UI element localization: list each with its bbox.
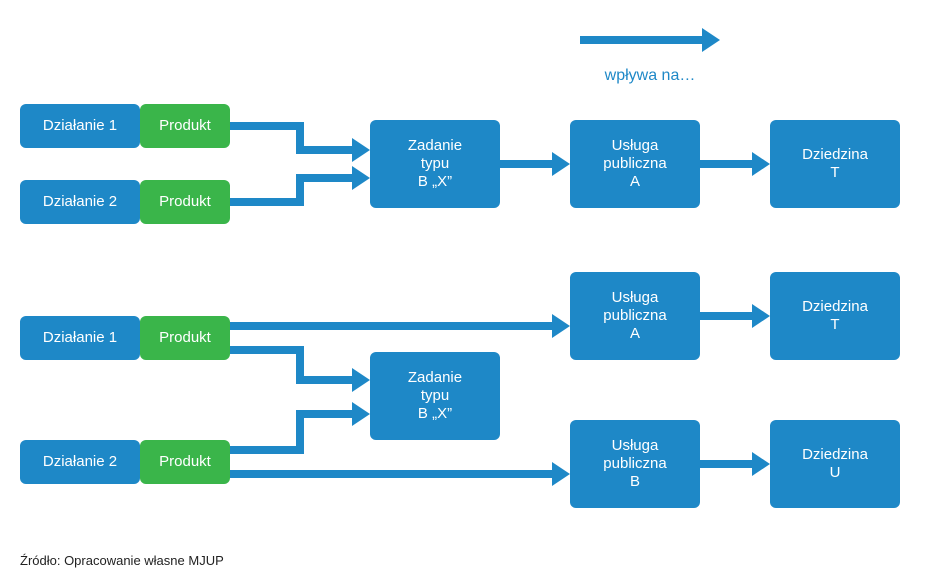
diagram-canvas: Działanie 1 Produkt Działanie 2 Produkt Zada… (0, 0, 949, 586)
svg-text:Działanie 1: Działanie 1 (43, 329, 117, 346)
svg-text:B „X”: B „X” (418, 405, 452, 422)
svg-text:A: A (630, 173, 640, 190)
svg-text:Usługa: Usługa (612, 437, 659, 454)
svg-text:Usługa: Usługa (612, 289, 659, 306)
node-d2b: Działanie 2 (20, 440, 140, 484)
source-citation: Źródło: Opracowanie własne MJUP (20, 553, 224, 568)
svg-text:T: T (830, 316, 839, 333)
svg-text:B: B (630, 473, 640, 490)
node-zbxA: ZadanietypuB „X” (370, 120, 500, 208)
svg-text:Produkt: Produkt (159, 117, 212, 134)
svg-text:U: U (830, 464, 841, 481)
svg-text:Zadanie: Zadanie (408, 369, 462, 386)
node-p1a: Produkt (140, 104, 230, 148)
svg-text:Produkt: Produkt (159, 329, 212, 346)
svg-text:Produkt: Produkt (159, 453, 212, 470)
node-d1a: Działanie 1 (20, 104, 140, 148)
svg-text:publiczna: publiczna (603, 155, 667, 172)
node-zbxB: ZadanietypuB „X” (370, 352, 500, 440)
node-d2a: Działanie 2 (20, 180, 140, 224)
svg-text:Działanie 2: Działanie 2 (43, 453, 117, 470)
svg-text:Dziedzina: Dziedzina (802, 446, 869, 463)
svg-text:T: T (830, 164, 839, 181)
node-p2b: Produkt (140, 440, 230, 484)
svg-text:Działanie 2: Działanie 2 (43, 193, 117, 210)
node-d1b: Działanie 1 (20, 316, 140, 360)
node-p2a: Produkt (140, 180, 230, 224)
node-upbB: UsługapublicznaB (570, 420, 700, 508)
svg-text:Produkt: Produkt (159, 193, 212, 210)
svg-text:Dziedzina: Dziedzina (802, 298, 869, 315)
svg-text:Zadanie: Zadanie (408, 137, 462, 154)
svg-text:B „X”: B „X” (418, 173, 452, 190)
node-upaA: UsługapublicznaA (570, 120, 700, 208)
svg-text:typu: typu (421, 155, 449, 172)
svg-text:publiczna: publiczna (603, 307, 667, 324)
svg-text:publiczna: publiczna (603, 455, 667, 472)
svg-text:Dziedzina: Dziedzina (802, 146, 869, 163)
node-p1b: Produkt (140, 316, 230, 360)
node-dzU: DziedzinaU (770, 420, 900, 508)
svg-text:A: A (630, 325, 640, 342)
node-dzTb: DziedzinaT (770, 272, 900, 360)
svg-text:typu: typu (421, 387, 449, 404)
svg-text:Działanie 1: Działanie 1 (43, 117, 117, 134)
svg-text:Usługa: Usługa (612, 137, 659, 154)
node-upaB: UsługapublicznaA (570, 272, 700, 360)
node-dzTa: DziedzinaT (770, 120, 900, 208)
legend-label: wpływa na… (604, 67, 696, 84)
